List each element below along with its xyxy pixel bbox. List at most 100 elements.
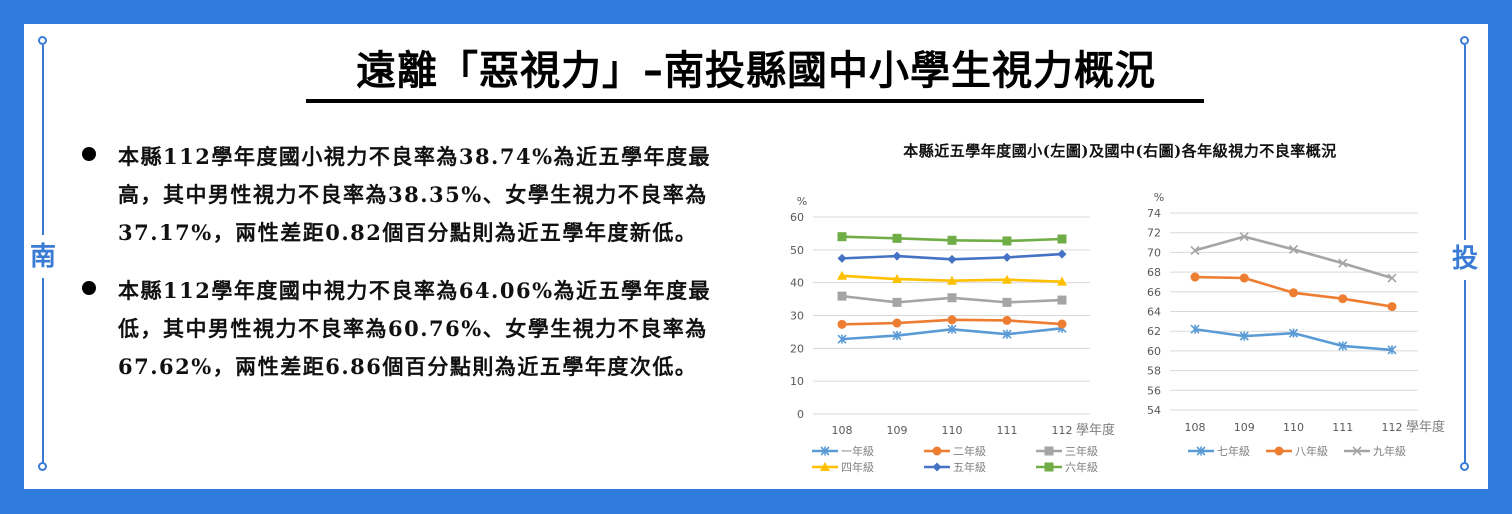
data-point-marker — [947, 293, 957, 303]
data-point-marker — [1044, 446, 1054, 456]
data-point-marker — [1002, 236, 1012, 246]
data-point-marker — [1057, 234, 1067, 244]
y-tick-label: 66 — [1147, 286, 1161, 299]
data-point-marker — [837, 232, 847, 242]
bullet-item: 本縣112學年度國小視力不良率為38.74%為近五學年度最高，其中男性視力不良率… — [78, 138, 728, 252]
data-point-marker — [837, 291, 847, 301]
data-point-marker — [1044, 462, 1054, 472]
y-tick-label: 10 — [790, 375, 804, 388]
side-label-left: 南 — [29, 242, 56, 272]
x-tick-label: 112 — [1382, 421, 1403, 434]
series-七年級 — [1190, 324, 1397, 355]
data-point-marker — [1239, 273, 1249, 283]
y-tick-label: 0 — [797, 408, 804, 421]
bullet-text: 本縣112學年度國小視力不良率為38.74%為近五學年度最高，其中男性視力不良率… — [118, 144, 712, 245]
side-label-right: 投 — [1451, 244, 1478, 274]
legend-label: 三年級 — [1065, 444, 1098, 458]
rail-bottom-ring-left — [38, 462, 47, 471]
y-tick-label: 40 — [790, 277, 804, 290]
legend-item: 五年級 — [924, 460, 986, 474]
legend-label: 九年級 — [1373, 444, 1406, 458]
legend-item: 四年級 — [812, 460, 874, 474]
series-二年級 — [837, 315, 1067, 329]
rail-bottom-ring-right — [1460, 462, 1469, 471]
data-point-marker — [1190, 272, 1200, 282]
data-point-marker — [1387, 273, 1397, 283]
junior-high-chart: % 54 56 58 60 62 64 66 68 70 72 74 108 109 110 111 112 學年… — [1147, 191, 1445, 458]
data-point-marker — [1338, 294, 1348, 304]
data-point-marker — [892, 318, 902, 328]
series-四年級 — [837, 270, 1067, 286]
series-八年級 — [1190, 272, 1397, 312]
data-point-marker — [947, 254, 957, 264]
data-point-marker — [1338, 341, 1348, 351]
y-tick-label: 70 — [1147, 246, 1161, 259]
bullet-text: 本縣112學年度國中視力不良率為64.06%為近五學年度最低，其中男性視力不良率… — [118, 278, 712, 379]
data-point-marker — [1239, 331, 1249, 341]
data-point-marker — [1057, 249, 1067, 259]
data-point-marker — [1002, 297, 1012, 307]
legend-item: 一年級 — [812, 444, 874, 458]
data-point-marker — [820, 446, 830, 456]
y-tick-label: 20 — [790, 342, 804, 355]
data-point-marker — [1190, 324, 1200, 334]
data-point-marker — [1288, 244, 1299, 255]
legend-item: 二年級 — [924, 444, 986, 458]
y-unit-label: % — [797, 195, 807, 208]
y-tick-label: 58 — [1147, 365, 1161, 378]
data-point-marker — [1274, 446, 1284, 456]
rail-top-ring-left — [38, 36, 47, 45]
y-tick-label: 56 — [1147, 384, 1161, 397]
data-point-marker — [1190, 245, 1200, 255]
data-point-marker — [1057, 319, 1067, 329]
y-tick-label: 30 — [790, 310, 804, 323]
rail-line-left-top — [42, 45, 44, 235]
data-point-marker — [892, 251, 902, 261]
data-point-marker — [1239, 232, 1249, 242]
data-point-marker — [947, 315, 957, 325]
rail-line-left-bottom — [42, 278, 44, 463]
y-tick-label: 64 — [1147, 306, 1161, 319]
data-point-marker — [1352, 446, 1362, 456]
data-point-marker — [892, 274, 902, 284]
data-point-marker — [1002, 274, 1012, 284]
data-point-marker — [947, 324, 957, 334]
y-tick-label: 60 — [1147, 345, 1161, 358]
data-point-marker — [1387, 345, 1397, 355]
legend-label: 四年級 — [841, 460, 874, 474]
legend-label: 五年級 — [953, 460, 986, 474]
x-tick-label: 112 — [1052, 424, 1073, 437]
y-tick-label: 68 — [1147, 266, 1161, 279]
chart-title: 本縣近五學年度國小(左圖)及國中(右圖)各年級視力不良率概況 — [903, 142, 1337, 160]
legend-item: 九年級 — [1344, 444, 1406, 458]
legend-item: 六年級 — [1036, 460, 1098, 474]
data-point-marker — [1002, 315, 1012, 325]
x-tick-label: 110 — [942, 424, 963, 437]
y-tick-label: 60 — [790, 211, 804, 224]
y-tick-label: 74 — [1147, 207, 1161, 220]
x-tick-label: 108 — [832, 424, 853, 437]
data-point-marker — [837, 319, 847, 329]
legend-label: 七年級 — [1217, 444, 1250, 458]
legend-item: 八年級 — [1266, 444, 1328, 458]
data-point-marker — [1289, 288, 1298, 298]
x-tick-label: 108 — [1185, 421, 1206, 434]
x-axis-label: 學年度 — [1076, 422, 1115, 438]
y-tick-label: 72 — [1147, 227, 1161, 240]
data-point-marker — [892, 297, 902, 307]
data-point-marker — [837, 270, 847, 280]
legend-item: 七年級 — [1188, 444, 1250, 458]
legend-item: 三年級 — [1036, 444, 1098, 458]
x-tick-label: 111 — [997, 424, 1018, 437]
series-九年級 — [1190, 232, 1397, 283]
rail-line-right-bottom — [1464, 280, 1466, 463]
data-point-marker — [1338, 258, 1348, 268]
legend-label: 八年級 — [1295, 444, 1328, 458]
x-tick-label: 111 — [1332, 421, 1353, 434]
legend-label: 二年級 — [953, 444, 986, 458]
x-tick-label: 110 — [1283, 421, 1304, 434]
data-point-marker — [1002, 252, 1012, 262]
series-三年級 — [837, 291, 1067, 307]
bullet-dot-icon — [82, 281, 96, 295]
data-point-marker — [947, 275, 957, 285]
